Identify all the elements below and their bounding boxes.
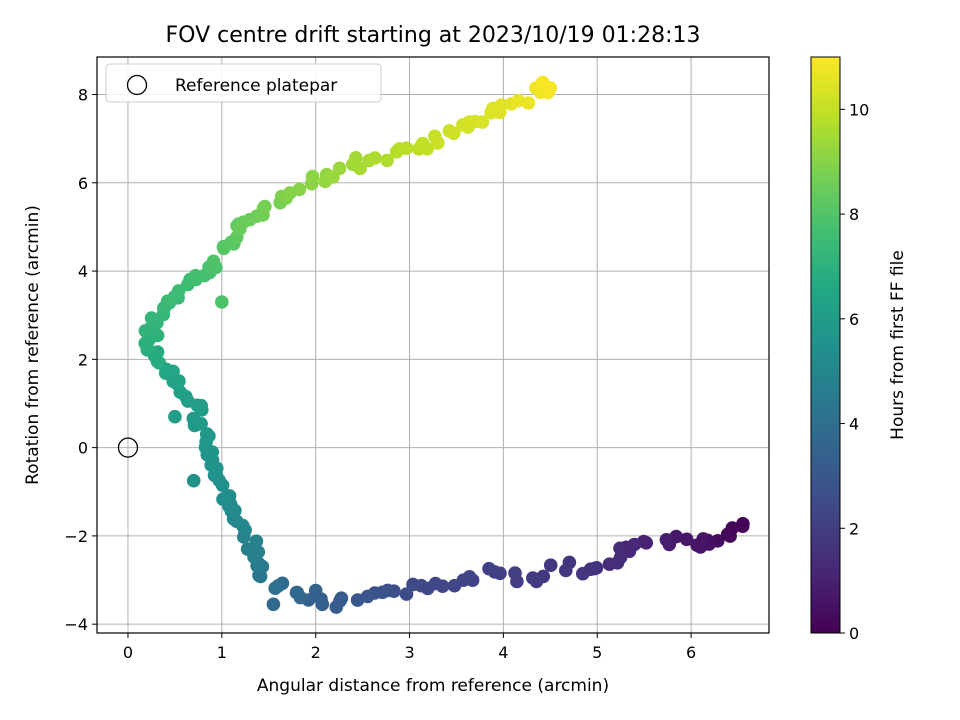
chart-title: FOV centre drift starting at 2023/10/19 … bbox=[166, 23, 701, 48]
y-tick-label: 6 bbox=[78, 174, 88, 193]
scatter-point bbox=[353, 161, 367, 176]
scatter-point bbox=[194, 398, 208, 413]
y-tick-label: 2 bbox=[78, 350, 88, 369]
scatter-point bbox=[349, 151, 363, 165]
scatter-point bbox=[350, 593, 365, 607]
y-tick-label: 8 bbox=[78, 86, 88, 105]
scatter-point bbox=[199, 427, 214, 442]
scatter-point bbox=[186, 411, 201, 426]
scatter-point bbox=[447, 578, 462, 593]
scatter-point bbox=[315, 597, 330, 612]
x-tick-label: 2 bbox=[311, 643, 321, 662]
x-axis-ticks: 0 1 2 3 4 5 6 bbox=[123, 633, 696, 662]
colorbar-tick-label: 2 bbox=[849, 519, 859, 538]
scatter-point bbox=[508, 566, 522, 580]
scatter-point bbox=[368, 151, 382, 165]
scatter-point bbox=[168, 409, 182, 424]
scatter-point bbox=[332, 161, 347, 176]
scatter-point bbox=[308, 583, 323, 598]
scatter-point bbox=[268, 581, 283, 595]
scatter-point bbox=[602, 557, 617, 571]
colorbar-tick-label: 6 bbox=[849, 310, 859, 329]
scatter-point bbox=[494, 98, 509, 112]
colorbar-tick-label: 10 bbox=[849, 100, 869, 119]
legend: Reference platepar bbox=[105, 63, 382, 103]
y-axis-label: Rotation from reference (arcmin) bbox=[23, 205, 43, 485]
colorbar-tick-label: 8 bbox=[849, 205, 859, 224]
scatter-point bbox=[693, 540, 708, 554]
y-tick-label: 0 bbox=[78, 439, 88, 458]
reference-platepar-marker bbox=[117, 437, 139, 458]
scatter-point bbox=[186, 473, 201, 488]
scatter-point bbox=[482, 561, 496, 576]
scatter-point bbox=[420, 142, 435, 156]
x-tick-label: 0 bbox=[123, 643, 133, 662]
scatter-point bbox=[526, 571, 540, 585]
legend-label-reference: Reference platepar bbox=[175, 76, 337, 96]
plot-frame bbox=[96, 56, 770, 634]
scatter-point bbox=[576, 566, 590, 581]
scatter-point bbox=[380, 153, 394, 168]
scatter-point bbox=[216, 492, 230, 507]
scatter-point bbox=[150, 354, 165, 369]
scatter-point bbox=[258, 199, 272, 214]
scatter-point bbox=[521, 96, 536, 110]
scatter-point bbox=[543, 558, 558, 572]
scatter-point bbox=[266, 597, 281, 612]
scatter-point bbox=[735, 519, 750, 533]
scatter-point bbox=[206, 254, 221, 269]
scatter-point bbox=[240, 542, 255, 556]
x-tick-label: 6 bbox=[686, 643, 696, 662]
colorbar-label: Hours from first FF file bbox=[888, 250, 908, 440]
colorbar-ticks: 0 2 4 6 8 10 bbox=[840, 100, 869, 643]
scatter-point bbox=[144, 311, 159, 325]
colorbar-tick-label: 0 bbox=[849, 624, 859, 643]
scatter-point bbox=[292, 182, 307, 197]
data-points bbox=[117, 75, 750, 614]
scatter-point bbox=[679, 532, 694, 547]
x-axis-label: Angular distance from reference (arcmin) bbox=[257, 676, 609, 696]
scatter-point bbox=[720, 527, 735, 542]
scatter-point bbox=[329, 600, 344, 614]
y-axis-ticks: −4 −2 0 2 4 6 8 bbox=[64, 86, 97, 634]
y-tick-label: −2 bbox=[64, 527, 88, 546]
scatter-point bbox=[158, 366, 173, 381]
x-tick-label: 5 bbox=[592, 643, 602, 662]
scatter-point bbox=[229, 514, 244, 529]
x-tick-label: 3 bbox=[404, 643, 414, 662]
legend-box bbox=[105, 63, 382, 103]
scatter-point bbox=[559, 563, 573, 578]
scatter-point bbox=[399, 141, 414, 155]
scatter-point bbox=[446, 126, 461, 141]
scatter-point bbox=[536, 75, 550, 90]
scatter-point bbox=[659, 533, 674, 547]
scatter-point bbox=[305, 169, 320, 184]
legend-marker-reference bbox=[126, 74, 148, 96]
x-tick-label: 1 bbox=[217, 643, 227, 662]
colorbar: 0 2 4 6 8 10 Hours from first FF file bbox=[810, 56, 908, 643]
y-tick-label: 4 bbox=[78, 262, 88, 281]
scatter-point bbox=[138, 336, 152, 351]
colorbar-gradient bbox=[810, 56, 841, 634]
scatter-point bbox=[399, 587, 414, 601]
scatter-point bbox=[289, 585, 304, 600]
y-tick-label: −4 bbox=[64, 615, 88, 634]
scatter-point bbox=[475, 115, 490, 129]
colorbar-tick-label: 4 bbox=[849, 415, 859, 434]
scatter-point bbox=[249, 534, 264, 548]
x-tick-label: 4 bbox=[498, 643, 508, 662]
scatter-point bbox=[215, 295, 229, 309]
scatter-point bbox=[431, 136, 445, 150]
scatter-point bbox=[406, 577, 420, 592]
